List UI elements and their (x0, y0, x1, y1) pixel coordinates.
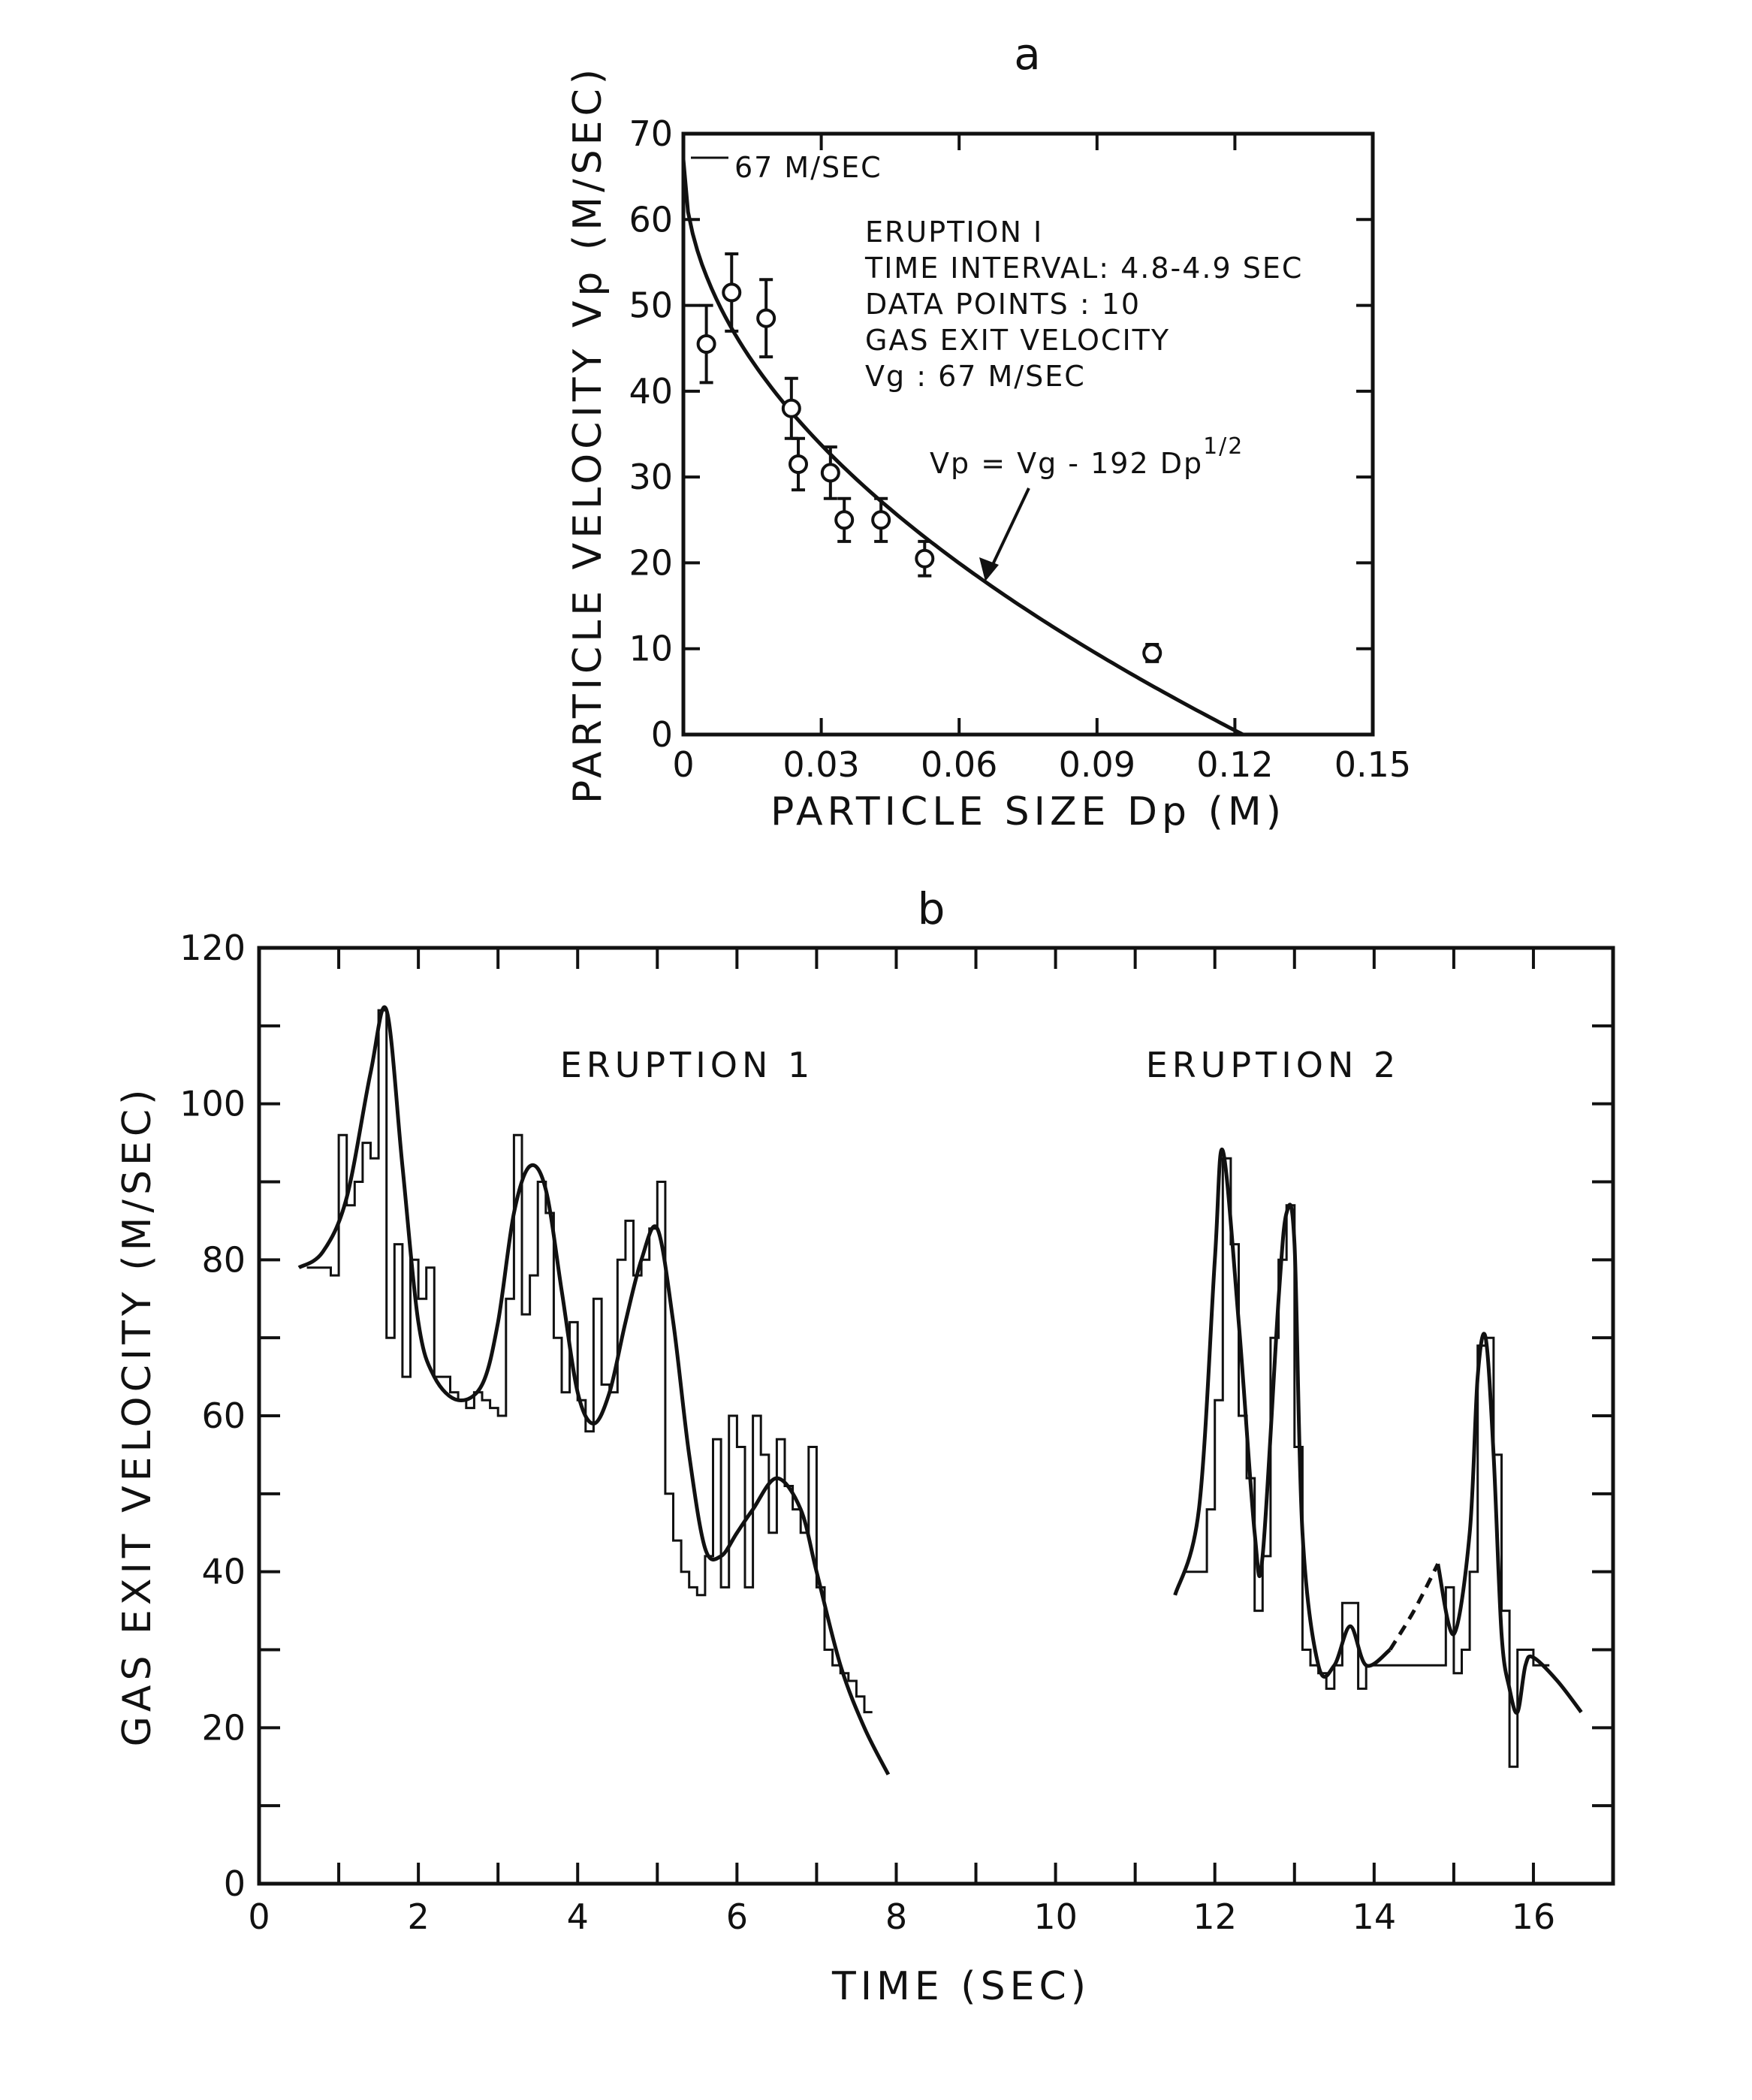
panel-b-step-series-0 (306, 1009, 873, 1714)
panel-b-y-tick-label: 40 (201, 1552, 246, 1592)
panel-b-smooth-series-1 (297, 1005, 891, 1776)
panel-b-y-axis-label: GAS EXIT VELOCITY (M/SEC) (115, 1085, 160, 1747)
panel-b-eruption-2-label: ERUPTION 2 (1146, 1045, 1401, 1085)
panel-a-x-tick-label: 0.15 (1334, 744, 1411, 785)
panel-b-x-tick-label: 8 (885, 1896, 907, 1937)
panel-a-vg-marker-label: 67 M/SEC (734, 151, 882, 184)
panel-b-y-tick-label: 80 (201, 1239, 246, 1280)
panel-a-x-tick-label: 0.06 (921, 744, 997, 785)
panel-a-y-tick-label: 0 (651, 714, 673, 755)
panel-a-y-axis-label: PARTICLE VELOCITY Vp (M/SEC) (565, 65, 611, 804)
panel-a-y-tick-label: 60 (629, 199, 673, 240)
panel-b-y-tick-label: 20 (201, 1707, 246, 1748)
panel-b-eruption-1-label: ERUPTION 1 (560, 1045, 815, 1085)
panel-a-info-line-1: ERUPTION I (865, 216, 1043, 249)
panel-a-info-line-2: TIME INTERVAL: 4.8-4.9 SEC (864, 252, 1303, 285)
panel-a-data-point (696, 334, 716, 354)
panel-a-data-point (820, 463, 840, 483)
panel-a-info-block: ERUPTION I TIME INTERVAL: 4.8-4.9 SEC DA… (864, 216, 1303, 393)
panel-a-title: a (1014, 29, 1041, 80)
panel-a-plot-frame (681, 131, 1375, 737)
panel-a-x-tick-label: 0.03 (783, 744, 859, 785)
panel-b-x-tick-label: 12 (1193, 1896, 1237, 1937)
panel-a-y-tick-label: 20 (629, 542, 673, 583)
panel-a-ticks (682, 132, 1374, 736)
panel-a-y-tick-label: 70 (629, 113, 673, 154)
panel-a-data-point (789, 454, 808, 474)
panel-a-data-point (722, 282, 742, 303)
panel-b-y-tick-label: 120 (179, 928, 246, 968)
panel-a-data-points (696, 252, 1162, 663)
panel-a-equation-label: Vp = Vg - 192 Dp1/2 (930, 433, 1244, 480)
panel-b-y-tick-labels: 0 20 40 60 80 100 120 (179, 928, 246, 1904)
panel-b-series-group (297, 1005, 1583, 1776)
panel-b-dashed-series-4 (1388, 1563, 1440, 1651)
panel-b-x-axis-label: TIME (SEC) (831, 1964, 1090, 2009)
panel-a-equation-arrowhead (979, 557, 999, 581)
panel-a-chart: a 0 0.03 0.06 0.09 0.12 0.15 010203040506070 … (565, 29, 1411, 834)
panel-a-x-axis-label: PARTICLE SIZE Dp (M) (770, 789, 1286, 834)
panel-a-equation-exponent: 1/2 (1203, 433, 1244, 460)
panel-a-x-tick-label: 0.12 (1196, 744, 1273, 785)
panel-a-x-tick-labels: 0 0.03 0.06 0.09 0.12 0.15 (672, 744, 1411, 785)
panel-b-y-tick-label: 100 (179, 1084, 246, 1124)
panel-b-ticks (259, 948, 1613, 1884)
panel-a-equation-main: Vp = Vg - 192 Dp (930, 447, 1203, 480)
panel-b-x-tick-label: 10 (1033, 1896, 1078, 1937)
panel-a-data-point (871, 510, 891, 530)
panel-a-info-line-5: Vg : 67 M/SEC (865, 360, 1086, 393)
panel-a-data-point (1142, 643, 1162, 663)
panel-b-x-tick-label: 14 (1352, 1896, 1397, 1937)
panel-b-x-tick-label: 6 (726, 1896, 748, 1937)
panel-a-info-line-3: DATA POINTS : 10 (865, 288, 1141, 321)
panel-b-smooth-series-3 (1173, 1147, 1392, 1679)
panel-a-data-point (756, 308, 776, 328)
panel-a-x-tick-label: 0 (672, 744, 694, 785)
panel-b-x-tick-label: 0 (248, 1896, 270, 1937)
panel-a-y-tick-label: 30 (629, 457, 673, 497)
panel-b-title: b (918, 883, 945, 934)
panel-a-y-tick-label: 50 (629, 285, 673, 326)
panel-b-x-tick-label: 4 (567, 1896, 589, 1937)
panel-b-y-tick-label: 60 (201, 1395, 246, 1436)
panel-a-y-tick-labels: 0 10 20 30 40 50 60 70 (629, 113, 673, 755)
panel-a-data-point (915, 548, 935, 569)
panel-a-data-point (781, 398, 801, 418)
panel-a-y-tick-label: 10 (629, 629, 673, 669)
panel-a-info-line-4: GAS EXIT VELOCITY (865, 324, 1170, 357)
panel-b-x-tick-label: 16 (1512, 1896, 1556, 1937)
panel-b-chart: b 0 2 4 6 8 10 12 14 16 0 20 40 60 80 100 120 TIME (SE… (115, 883, 1615, 2009)
panel-b-x-tick-labels: 0 2 4 6 8 10 12 14 16 (248, 1896, 1555, 1937)
panel-b-smooth-series-5 (1436, 1332, 1583, 1715)
panel-a-x-tick-label: 0.09 (1059, 744, 1135, 785)
panel-b-x-tick-label: 2 (407, 1896, 429, 1937)
panel-a-equation-arrow (988, 487, 1030, 572)
panel-a-fit-curve (681, 159, 1244, 737)
panel-a-data-point (834, 510, 855, 530)
panel-b-y-tick-label: 0 (224, 1863, 246, 1904)
panel-a-y-tick-label: 40 (629, 371, 673, 412)
